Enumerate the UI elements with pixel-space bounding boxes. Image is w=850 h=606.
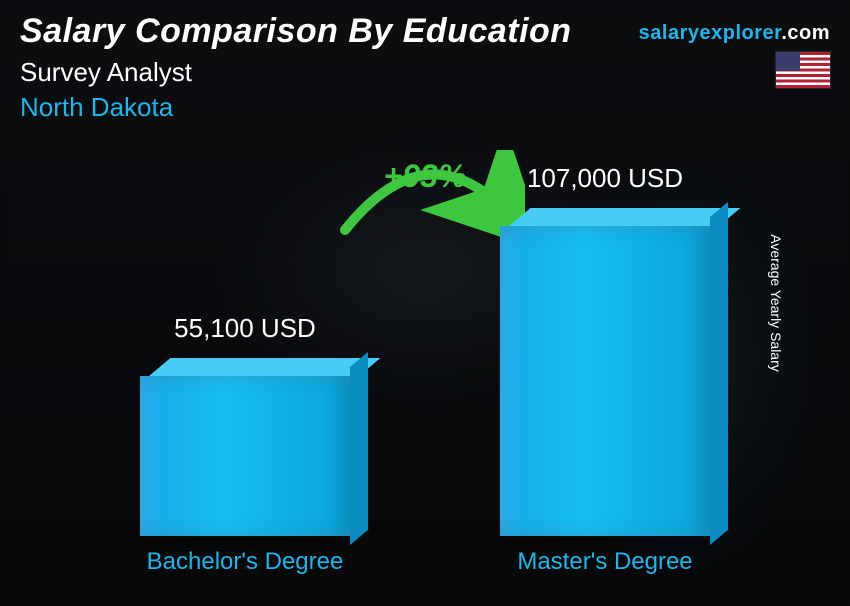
- bar-chart: 55,100 USD Bachelor's Degree 107,000 USD…: [90, 200, 760, 536]
- bar-value-label: 107,000 USD: [527, 163, 683, 194]
- bar-3d: [500, 226, 710, 536]
- bar-front-face: [140, 376, 350, 536]
- bar-category-label: Master's Degree: [517, 548, 692, 576]
- chart-location: North Dakota: [20, 92, 572, 123]
- bar-side-face: [710, 202, 728, 545]
- header-block: Salary Comparison By Education Survey An…: [20, 12, 572, 123]
- bar-top-face: [509, 208, 740, 226]
- brand-logo: salaryexplorer.com: [639, 22, 830, 45]
- increase-percentage: +93%: [384, 158, 467, 195]
- chart-subtitle: Survey Analyst: [20, 57, 572, 88]
- y-axis-label: Average Yearly Salary: [767, 234, 783, 372]
- chart-title: Salary Comparison By Education: [20, 12, 572, 51]
- brand-main: salaryexplorer: [639, 22, 782, 44]
- bar-front-face: [500, 226, 710, 536]
- bar-value-label: 55,100 USD: [174, 313, 316, 344]
- bar-side-face: [350, 352, 368, 545]
- bar-category-label: Bachelor's Degree: [147, 548, 344, 576]
- bar-3d: [140, 376, 350, 536]
- us-flag-icon: [776, 52, 830, 88]
- chart-container: Salary Comparison By Education Survey An…: [0, 0, 850, 606]
- bar-top-face: [149, 358, 380, 376]
- brand-domain: .com: [781, 22, 830, 44]
